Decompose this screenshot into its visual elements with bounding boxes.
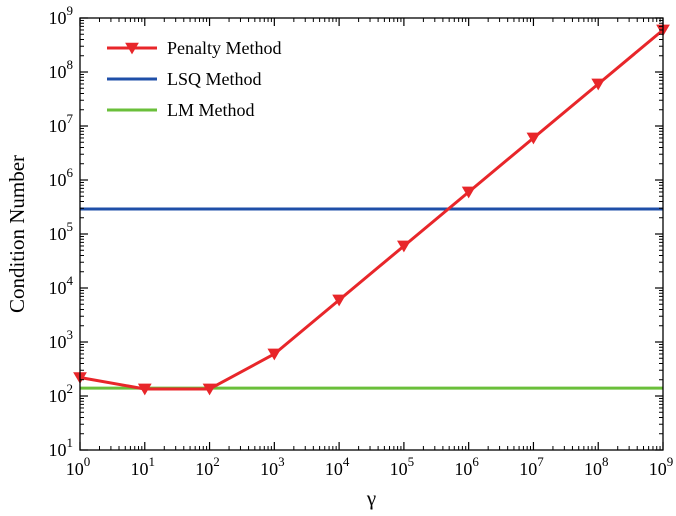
y-tick-label-base: 10: [49, 440, 67, 460]
y-tick-label: 102: [49, 381, 74, 406]
x-tick-label-exponent: 0: [84, 454, 91, 469]
y-tick-label-exponent: 6: [67, 165, 74, 180]
y-tick-label: 104: [49, 273, 74, 298]
y-tick-label-exponent: 3: [67, 327, 74, 342]
y-tick-label-base: 10: [49, 8, 67, 28]
data-point-marker: [332, 294, 346, 307]
data-point-marker: [526, 132, 541, 145]
x-tick-label-base: 10: [454, 459, 472, 479]
x-tick-label-base: 10: [584, 459, 602, 479]
x-tick-label: 104: [325, 454, 350, 479]
x-tick-label-exponent: 3: [278, 454, 285, 469]
y-tick-label-exponent: 9: [67, 3, 74, 18]
x-tick-label: 105: [390, 454, 415, 479]
y-tick-label: 109: [49, 3, 74, 28]
x-axis-title: γ: [366, 486, 376, 510]
y-tick-label: 103: [49, 327, 74, 352]
data-point-marker: [267, 348, 282, 361]
y-tick-label: 101: [49, 435, 74, 460]
legend-label: Penalty Method: [167, 38, 282, 58]
x-tick-label-base: 10: [66, 459, 84, 479]
x-tick-label: 106: [454, 454, 479, 479]
x-tick-label-exponent: 6: [472, 454, 479, 469]
legend-label: LSQ Method: [167, 69, 262, 89]
y-tick-label: 107: [49, 111, 74, 136]
series-line-0: [79, 28, 664, 391]
x-tick-label-exponent: 5: [408, 454, 415, 469]
y-tick-label-exponent: 4: [67, 273, 74, 288]
data-point-marker: [397, 240, 411, 253]
data-point-marker: [202, 383, 217, 396]
x-tick-label: 102: [195, 454, 220, 479]
x-tick-label-exponent: 4: [343, 454, 350, 469]
legend-label: LM Method: [167, 100, 255, 120]
x-tick-label-base: 10: [325, 459, 343, 479]
legend-marker: [125, 42, 139, 55]
y-tick-label-exponent: 8: [67, 57, 74, 72]
x-tick-label-base: 10: [519, 459, 537, 479]
y-tick-label-exponent: 5: [67, 219, 74, 234]
y-tick-label-exponent: 7: [67, 111, 74, 126]
x-tick-label-base: 10: [390, 459, 408, 479]
y-tick-label-base: 10: [49, 224, 67, 244]
y-tick-label-base: 10: [49, 170, 67, 190]
y-tick-label-exponent: 1: [67, 435, 74, 450]
series-layer: [73, 24, 670, 396]
x-tick-label-exponent: 2: [213, 454, 220, 469]
x-tick-label-exponent: 1: [149, 454, 156, 469]
legend: Penalty Method LSQ Method LM Method: [107, 38, 282, 120]
x-tick-label-exponent: 9: [667, 454, 674, 469]
data-point-marker: [137, 383, 152, 396]
x-tick-label-exponent: 7: [537, 454, 544, 469]
y-tick-label: 105: [49, 219, 74, 244]
ticks-layer: 100 101 102 103 104 105 106 107 108 1091011021031…: [49, 3, 674, 479]
x-tick-label-base: 10: [195, 459, 213, 479]
x-tick-label-exponent: 8: [602, 454, 609, 469]
x-tick-label: 101: [131, 454, 156, 479]
x-tick-label-base: 10: [649, 459, 667, 479]
x-tick-label-base: 10: [131, 459, 149, 479]
data-point-marker: [591, 78, 606, 91]
x-tick-label-base: 10: [260, 459, 278, 479]
x-tick-label: 109: [649, 454, 674, 479]
x-tick-label: 108: [584, 454, 609, 479]
y-tick-label-base: 10: [49, 332, 67, 352]
y-tick-label-exponent: 2: [67, 381, 74, 396]
y-tick-label: 108: [49, 57, 74, 82]
y-axis-title: Condition Number: [5, 155, 29, 313]
y-tick-label: 106: [49, 165, 74, 190]
x-tick-label: 107: [519, 454, 544, 479]
x-tick-label: 103: [260, 454, 285, 479]
data-point-marker: [461, 186, 476, 199]
y-tick-label-base: 10: [49, 278, 67, 298]
x-tick-label: 100: [66, 454, 91, 479]
y-tick-label-base: 10: [49, 62, 67, 82]
y-tick-label-base: 10: [49, 116, 67, 136]
y-tick-label-base: 10: [49, 386, 67, 406]
